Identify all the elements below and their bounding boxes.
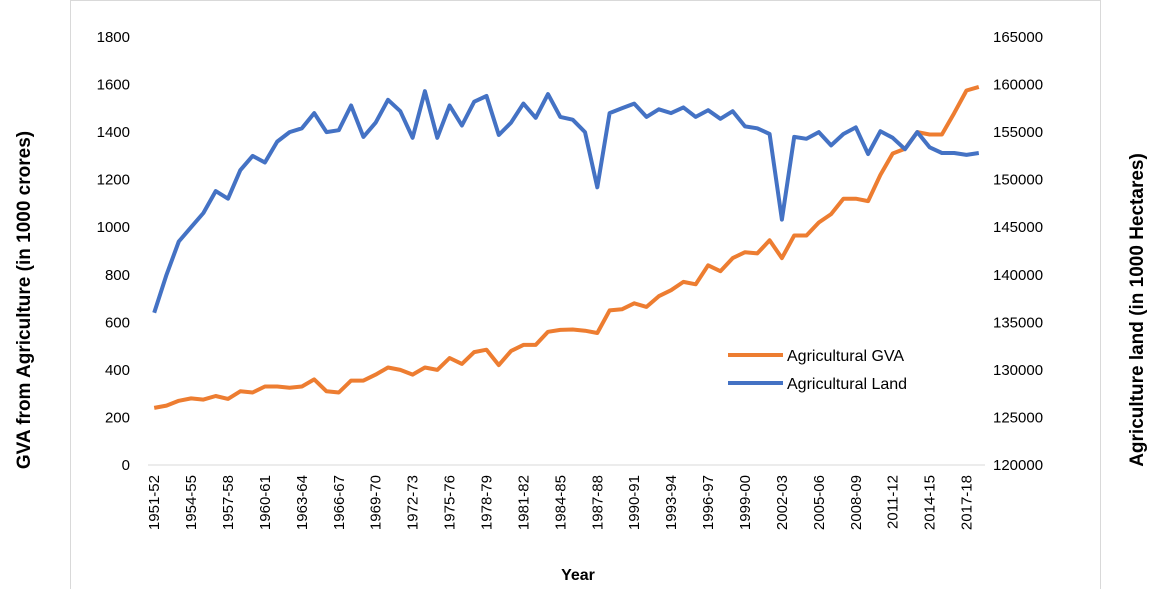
y2-tick-label: 145000: [993, 219, 1043, 236]
y2-tick-label: 120000: [993, 457, 1043, 474]
x-tick-label: 2005-06: [811, 475, 828, 530]
legend-label: Agricultural Land: [787, 376, 907, 393]
x-tick-label: 1999-00: [737, 475, 754, 530]
chart-border: [70, 0, 1101, 594]
x-tick-label: 2011-12: [885, 475, 902, 529]
y-tick-label: 1000: [97, 219, 130, 236]
x-tick-label: 1963-64: [294, 475, 311, 530]
y-tick-label: 1800: [97, 29, 130, 46]
x-tick-label: 1954-55: [183, 475, 200, 530]
x-tick-label: 2002-03: [774, 475, 791, 530]
x-tick-label: 1969-70: [368, 475, 385, 530]
x-tick-label: 1972-73: [405, 475, 422, 530]
x-axis-title: Year: [561, 567, 595, 584]
x-tick-label: 1951-52: [146, 475, 163, 530]
series-line: [153, 84, 980, 410]
y-tick-label: 1200: [97, 172, 130, 189]
y2-tick-label: 155000: [993, 124, 1043, 141]
y-tick-label: 400: [105, 362, 130, 379]
y2-tick-label: 165000: [993, 29, 1043, 46]
y2-tick-label: 150000: [993, 172, 1043, 189]
x-tick-label: 1957-58: [220, 475, 237, 530]
y2-tick-label: 160000: [993, 77, 1043, 94]
x-tick-label: 1993-94: [663, 475, 680, 530]
x-tick-label: 2014-15: [922, 475, 939, 530]
legend-label: Agricultural GVA: [787, 348, 904, 365]
x-tick-label: 1987-88: [589, 475, 606, 530]
x-tick-label: 1996-97: [700, 475, 717, 530]
y2-tick-label: 140000: [993, 267, 1043, 284]
y2-tick-label: 130000: [993, 362, 1043, 379]
y-tick-label: 1400: [97, 124, 130, 141]
y2-tick-label: 125000: [993, 409, 1043, 426]
y-tick-label: 200: [105, 409, 130, 426]
y-tick-label: 1600: [97, 77, 130, 94]
y2-tick-label: 135000: [993, 314, 1043, 331]
x-tick-label: 1984-85: [552, 475, 569, 530]
x-tick-label: 1960-61: [257, 475, 274, 530]
x-tick-label: 2017-18: [959, 475, 976, 530]
series-line: [152, 89, 980, 314]
x-tick-label: 1975-76: [442, 475, 459, 530]
y-tick-label: 600: [105, 314, 130, 331]
x-tick-label: 1990-91: [626, 475, 643, 530]
x-tick-label: 1981-82: [515, 475, 532, 530]
x-tick-label: 1966-67: [331, 475, 348, 530]
y-tick-label: 800: [105, 267, 130, 284]
y-tick-label: 0: [122, 457, 130, 474]
y2-axis-title: Agriculture land (in 1000 Hectares): [1127, 153, 1148, 467]
x-tick-label: 1978-79: [478, 475, 495, 530]
y-axis-title: GVA from Agriculture (in 1000 crores): [14, 131, 35, 469]
x-tick-label: 2008-09: [848, 475, 865, 530]
